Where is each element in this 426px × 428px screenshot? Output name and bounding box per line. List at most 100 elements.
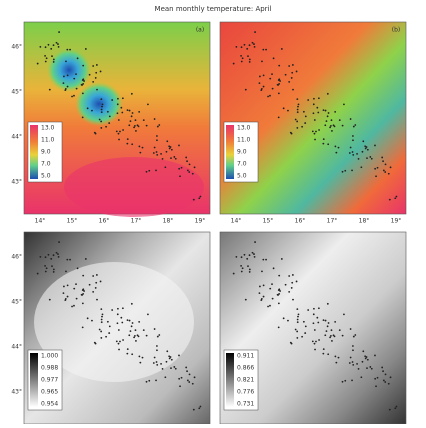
station [56,252,58,254]
station [313,308,315,310]
station [317,112,319,114]
station [278,288,280,290]
station [242,267,244,269]
station [53,271,55,273]
station [278,302,280,304]
station [132,322,134,324]
station [160,153,162,155]
station [253,253,255,255]
station [240,55,242,57]
station [92,291,94,293]
station [331,340,333,342]
station [96,274,98,276]
station [164,166,166,168]
station [335,362,337,364]
station [325,110,327,112]
station [292,274,294,276]
station [64,299,66,301]
station [153,152,155,154]
station [254,256,256,258]
station [53,254,55,256]
station [245,299,247,301]
station [296,71,298,73]
station [327,353,329,355]
station [356,363,358,365]
station [179,385,181,387]
station [344,170,346,172]
station [388,383,390,385]
station [334,321,336,323]
station [130,120,132,122]
station [265,259,267,261]
station [46,57,48,59]
station [181,167,183,169]
station [154,357,156,359]
station [82,275,84,277]
station [120,317,122,319]
station [283,317,285,319]
station [371,368,373,370]
station [342,171,344,173]
station [193,199,195,201]
station [67,75,69,77]
station [297,316,299,318]
station [166,140,168,142]
station [261,60,263,62]
station [263,86,265,88]
station [82,326,84,328]
station [278,92,280,94]
station [263,296,265,298]
station [352,345,354,347]
station [166,361,168,363]
station [367,149,369,151]
station [158,334,160,336]
station [313,98,315,100]
station [384,171,386,173]
station [353,336,355,338]
station [178,145,180,147]
station [91,110,93,112]
station [147,313,149,315]
station [147,103,149,105]
station [242,57,244,59]
station [334,356,336,358]
station [63,76,65,78]
station [175,158,177,160]
station [181,377,183,379]
station [269,95,271,97]
station [166,151,168,153]
station [331,119,333,121]
station [360,376,362,378]
station [385,163,387,165]
station [314,343,316,345]
station [360,166,362,168]
station [349,152,351,154]
station [146,335,148,337]
station [328,112,330,114]
station [131,325,133,327]
station [272,298,274,300]
station [120,107,122,109]
station [155,380,157,382]
station [303,321,305,323]
station [128,334,130,336]
station [154,118,156,120]
station [117,322,119,324]
station [71,306,73,308]
station [305,326,307,328]
legend-label: 9.0 [237,149,247,156]
station [390,376,392,378]
station [107,111,109,113]
station [244,44,246,46]
station [122,97,124,99]
station [69,259,71,261]
station [101,319,103,321]
station [288,65,290,67]
station [281,258,283,260]
station [350,357,352,359]
legend-label: 0.866 [237,365,254,372]
station [269,78,271,80]
station [323,138,325,140]
station [156,135,158,137]
